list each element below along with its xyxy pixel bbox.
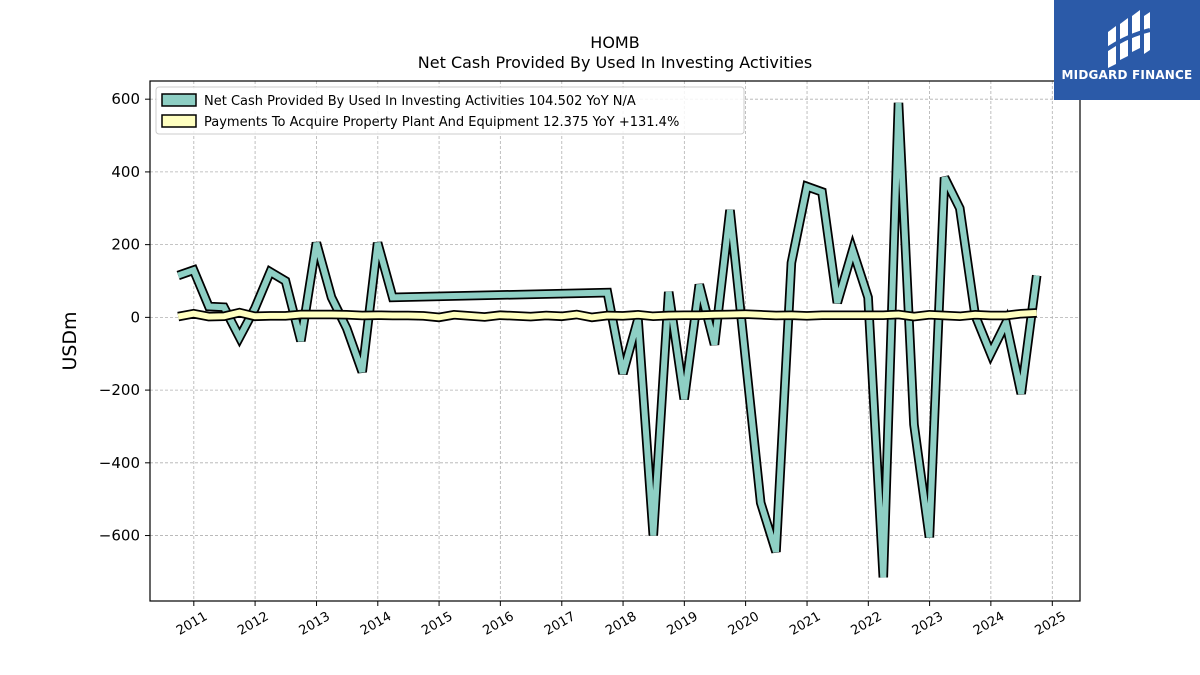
x-tick-label: 2025 (1032, 609, 1068, 639)
brand-name: MIDGARD FINANCE (1061, 68, 1193, 82)
series-fill (177, 309, 1037, 321)
legend-box (155, 86, 745, 135)
x-tick-label: 2017 (542, 609, 578, 639)
y-tick-label: 600 (111, 90, 140, 108)
x-tick-label: 2024 (971, 609, 1007, 639)
y-axis: −600 −400 −200 0 200 400 600 (99, 90, 150, 545)
chart-subtitle: Net Cash Provided By Used In Investing A… (418, 53, 812, 72)
plot-frame (149, 80, 1081, 602)
series-fill (177, 102, 1040, 578)
y-axis-label: USDm (59, 311, 81, 370)
y-tick-label: 400 (111, 163, 140, 181)
series-line-ppe (177, 307, 1037, 323)
series-layer (176, 102, 1042, 578)
x-tick-label: 2019 (665, 609, 701, 639)
legend-label-net-cash: Net Cash Provided By Used In Investing A… (204, 94, 636, 109)
x-tick-label: 2012 (235, 609, 271, 639)
y-tick-label: 0 (130, 308, 140, 326)
chart-title: HOMB (590, 33, 639, 52)
x-tick-label: 2023 (910, 609, 946, 639)
x-axis: 2011 2012 2013 2014 2015 2016 2017 2018 2019 2020… (174, 601, 1069, 639)
legend: Net Cash Provided By Used In Investing A… (155, 86, 745, 135)
legend-swatch-net-cash (161, 93, 197, 107)
legend-label-ppe: Payments To Acquire Property Plant And E… (204, 115, 679, 130)
series-line-net-cash (176, 102, 1042, 578)
x-tick-label: 2014 (358, 609, 394, 639)
y-tick-label: −200 (99, 381, 140, 399)
y-tick-label: −400 (99, 454, 140, 472)
legend-swatch-ppe (161, 114, 197, 128)
x-tick-label: 2013 (297, 609, 333, 639)
x-tick-label: 2016 (481, 609, 517, 639)
x-tick-label: 2021 (787, 609, 823, 639)
midgard-logo-icon (1104, 10, 1151, 68)
x-tick-label: 2022 (848, 609, 884, 639)
x-tick-label: 2018 (603, 609, 639, 639)
y-tick-label: −600 (99, 527, 140, 545)
x-tick-label: 2020 (726, 609, 762, 639)
x-tick-label: 2015 (419, 609, 455, 639)
brand-logo: MIDGARD FINANCE (1054, 0, 1200, 100)
y-tick-label: 200 (111, 236, 140, 254)
x-tick-label: 2011 (174, 609, 210, 639)
